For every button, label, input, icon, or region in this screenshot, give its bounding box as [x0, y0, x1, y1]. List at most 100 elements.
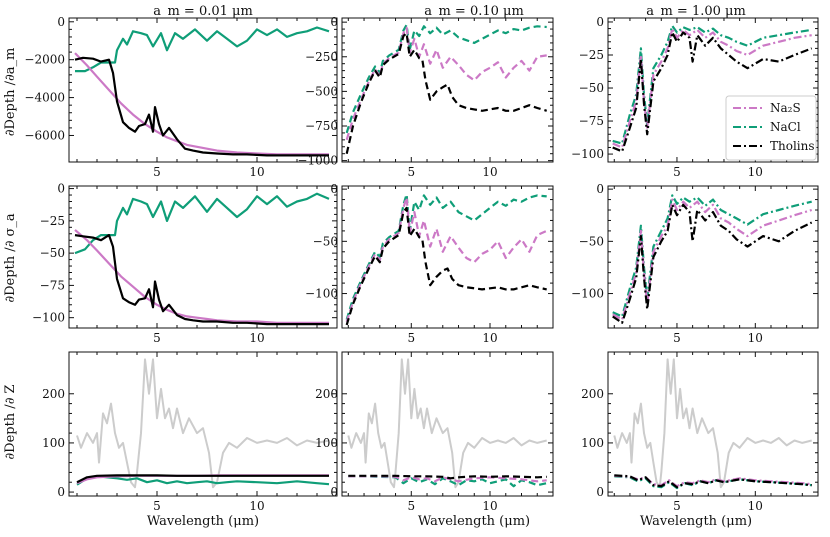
- ytick-label-r1c0-3: −25: [40, 214, 65, 228]
- legend-box: [725, 95, 817, 161]
- series-tholins-r0c0: [74, 56, 329, 157]
- xlabel-col-1: Wavelength (μm): [418, 514, 530, 529]
- ytick-label-r1c2-1: −50: [579, 234, 604, 248]
- ytick-label-r2c1-2: 200: [315, 387, 338, 401]
- ytick-label-r1c1-2: 0: [330, 182, 338, 196]
- ytick-label-r2c1-1: 100: [315, 436, 338, 450]
- series-tholins-r2c1: [348, 474, 547, 480]
- xtick-label-r2c0-1: 10: [249, 499, 264, 513]
- series-tholins-r1c2: [612, 203, 813, 324]
- ytick-label-r1c1-1: −50: [313, 234, 338, 248]
- xtick-label-r1c2-1: 10: [748, 331, 763, 345]
- ytick-label-r1c0-1: −75: [40, 278, 65, 292]
- xtick-label-r0c0-0: 5: [153, 165, 161, 179]
- ytick-label-r0c1-2: −500: [305, 84, 338, 98]
- ytick-label-r0c2-3: −25: [579, 48, 604, 62]
- series-tholins-r0c2: [612, 31, 813, 153]
- panel-r2c0: 0 100 200 5 10: [42, 351, 338, 513]
- ytick-label-r0c1-1: −750: [305, 119, 338, 133]
- ytick-label-r0c2-2: −50: [579, 81, 604, 95]
- panel-r1c2: −100 −50 0 5 10: [571, 182, 819, 345]
- col-title-0: a_m = 0.01 μm: [153, 4, 253, 19]
- series-tholins-r1c0: [74, 234, 329, 326]
- axes-frame-r0c2: [607, 17, 819, 163]
- xtick-label-r1c2-0: 5: [673, 331, 681, 345]
- series-na2s-r2c2: [614, 474, 812, 488]
- row-ylabel-0: ∂Depth /∂a_m: [3, 48, 18, 137]
- ytick-label-r1c2-2: 0: [596, 182, 604, 196]
- panel-r1c0: −100 −75 −50 −25 0 5 10: [32, 182, 338, 345]
- series-reference-r2c1: [347, 358, 547, 489]
- series-tholins-r0c1: [345, 32, 548, 154]
- col-title-1: a_m = 0.10 μm: [424, 4, 524, 19]
- series-tholins-r2c2: [614, 474, 812, 489]
- col-title-2: a_m = 1.00 μm: [646, 4, 746, 19]
- series-tholins-r2c0: [76, 474, 329, 484]
- xtick-label-r1c0-1: 10: [249, 331, 264, 345]
- ytick-label-r2c0-2: 200: [42, 387, 65, 401]
- series-nacl-r1c0: [74, 192, 330, 255]
- xtick-label-r0c1-0: 5: [407, 165, 415, 179]
- ytick-label-r1c0-2: −50: [40, 246, 65, 260]
- axes-frame-r1c2: [607, 185, 819, 329]
- xtick-label-r0c0-1: 10: [249, 165, 264, 179]
- ytick-label-r0c1-3: −250: [305, 50, 338, 64]
- ytick-label-r2c1-0: 0: [330, 485, 338, 499]
- axes-frame-r2c0: [68, 351, 338, 497]
- series-nacl-r2c0: [76, 475, 330, 486]
- series-reference-r2c2: [613, 358, 812, 489]
- legend-label-tholins: Tholins: [770, 139, 815, 153]
- ytick-label-r0c0-3: 0: [57, 15, 65, 29]
- series-nacl-r0c1: [345, 23, 547, 134]
- row-ylabel-1: ∂Depth /∂ σ_a: [3, 213, 18, 302]
- ytick-label-r2c2-0: 0: [596, 485, 604, 499]
- legend: Na₂S NaCl Tholins: [725, 95, 817, 161]
- xtick-label-r1c1-1: 10: [482, 331, 497, 345]
- axes-frame-r1c0: [68, 185, 338, 329]
- ytick-label-r0c2-1: −75: [579, 114, 604, 128]
- ytick-label-r0c1-4: 0: [330, 15, 338, 29]
- axes-frame-r2c2: [607, 351, 819, 497]
- xtick-label-r2c2-1: 10: [748, 499, 763, 513]
- ytick-label-r1c2-0: −100: [571, 287, 604, 301]
- xtick-label-r0c2-0: 5: [673, 165, 681, 179]
- xtick-label-r1c0-0: 5: [153, 331, 161, 345]
- series-reference-r2c0: [76, 358, 330, 489]
- ytick-label-r2c2-2: 200: [581, 387, 604, 401]
- xtick-label-r0c1-1: 10: [482, 165, 497, 179]
- panel-r1c1: −100 −50 0 5 10: [305, 182, 554, 345]
- ytick-label-r2c2-1: 100: [581, 436, 604, 450]
- series-na2s-r1c2: [612, 198, 813, 321]
- ytick-label-r1c0-4: 0: [57, 182, 65, 196]
- legend-label-na2s: Na₂S: [770, 101, 801, 115]
- legend-label-nacl: NaCl: [770, 120, 801, 134]
- ytick-label-r2c0-1: 100: [42, 436, 65, 450]
- series-nacl-r0c2: [612, 24, 812, 145]
- panel-r2c2: 0 100 200 5 10: [581, 351, 819, 513]
- series-nacl-r1c1: [345, 193, 547, 320]
- xtick-label-r2c1-1: 10: [482, 499, 497, 513]
- ytick-label-r1c0-0: −100: [32, 311, 65, 325]
- xlabel-col-2: Wavelength (μm): [640, 514, 752, 529]
- ytick-label-r2c0-0: 0: [57, 485, 65, 499]
- ytick-label-r0c1-0: −1000: [297, 154, 338, 168]
- ytick-label-r0c0-2: −2000: [24, 53, 65, 67]
- ytick-label-r1c1-0: −100: [305, 287, 338, 301]
- series-na2s-r0c0: [74, 52, 329, 156]
- panel-r0c0: −6000 −4000 −2000 0 5 10: [24, 15, 338, 179]
- axes-frame-r1c1: [341, 185, 554, 329]
- series-nacl-r0c0: [75, 26, 330, 73]
- xtick-label-r2c1-0: 5: [407, 499, 415, 513]
- xtick-label-r2c2-0: 5: [673, 499, 681, 513]
- xtick-label-r0c2-1: 10: [748, 165, 763, 179]
- series-na2s-r1c0: [74, 229, 329, 324]
- panel-r0c1: −1000 −750 −500 −250 0 5 10: [297, 15, 554, 179]
- row-ylabel-2: ∂Depth /∂ Z: [3, 384, 18, 459]
- series-na2s-r0c1: [345, 26, 547, 141]
- panel-r0c2: −100 −75 −50 −25 0 5 10: [571, 15, 819, 179]
- axes-frame-r0c1: [341, 17, 554, 163]
- xtick-label-r2c0-0: 5: [153, 499, 161, 513]
- axes-frame-r2c1: [341, 351, 554, 497]
